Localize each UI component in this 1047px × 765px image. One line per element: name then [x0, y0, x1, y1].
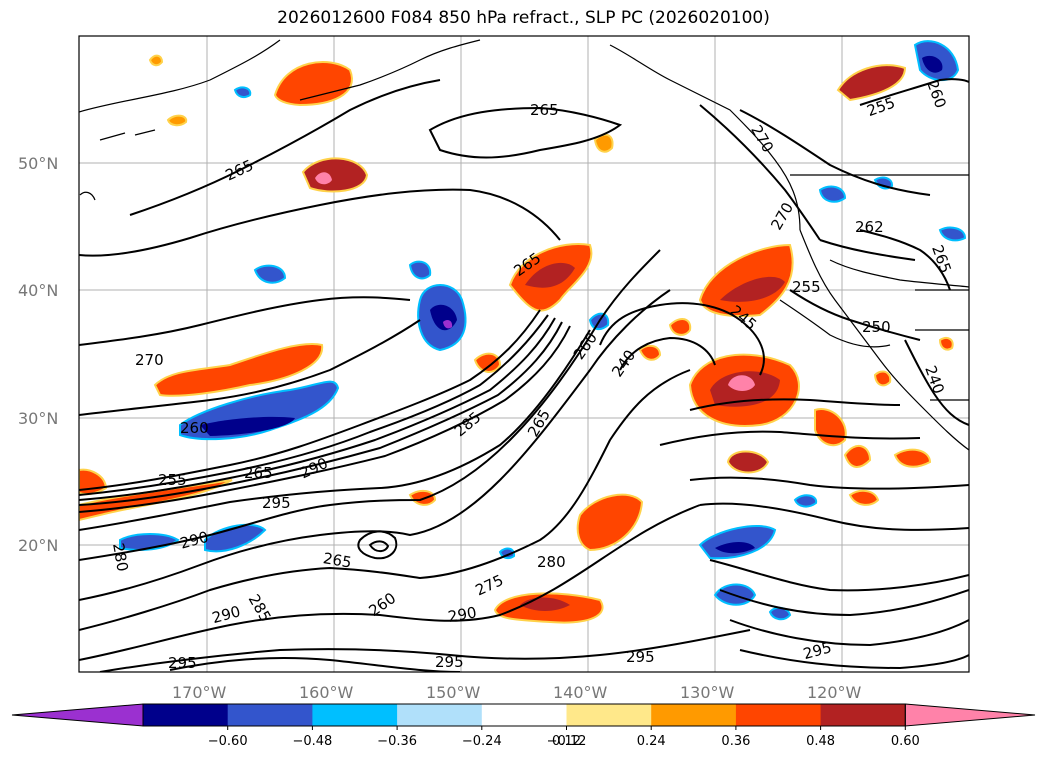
colorbar: −0.60 −0.48 −0.36 −0.24 −0.120.12 0.24 0.36 0.4…	[11, 703, 1036, 749]
isobars	[79, 78, 969, 672]
contour-label: 295	[262, 494, 291, 512]
lon-label-160w: 160°W	[299, 683, 354, 702]
lon-label-170w: 170°W	[172, 683, 227, 702]
refractivity-fill-negative	[119, 40, 967, 621]
contour-label: 280	[537, 553, 566, 571]
contour-label: 260	[180, 419, 209, 437]
colorbar-extend-min	[11, 703, 144, 727]
lon-label-140w: 140°W	[553, 683, 608, 702]
chart-title: 2026012600 F084 850 hPa refract., SLP PC…	[277, 8, 770, 28]
contour-label: 255	[792, 278, 821, 296]
contour-label: 265	[244, 464, 273, 482]
colorbar-segment	[397, 704, 483, 726]
lon-label-150w: 150°W	[426, 683, 481, 702]
colorbar-segment	[820, 704, 906, 726]
contour-label: 295	[435, 653, 464, 671]
contour-label: 262	[855, 218, 884, 236]
map-area	[79, 36, 969, 672]
colorbar-segment	[481, 704, 567, 726]
colorbar-segment	[735, 704, 822, 726]
colorbar-tick-label: 0.36	[721, 734, 750, 749]
lat-label-40n: 40°N	[18, 281, 58, 300]
colorbar-segment	[566, 704, 652, 726]
lon-label-120w: 120°W	[807, 683, 862, 702]
colorbar-tick-label: 0.24	[637, 734, 666, 749]
colorbar-tick-label: 0.60	[891, 734, 920, 749]
contour-label: 250	[862, 318, 891, 336]
contour-label: 295	[168, 654, 197, 672]
longitude-labels: 170°W 160°W 150°W 140°W 130°W 120°W	[172, 683, 862, 702]
contour-label: 290	[447, 603, 478, 626]
colorbar-tick-label: 0.12	[552, 734, 581, 749]
lat-label-50n: 50°N	[18, 154, 58, 173]
colorbar-tick-label: −0.36	[377, 734, 417, 749]
colorbar-tick-label: −0.12	[547, 734, 587, 749]
colorbar-tick-label: −0.60	[208, 734, 248, 749]
colorbar-extend-max	[904, 703, 1036, 727]
contour-label: 270	[135, 351, 164, 369]
contour-label: 265	[322, 549, 353, 572]
colorbar-segment	[227, 704, 313, 726]
lat-label-30n: 30°N	[18, 409, 58, 428]
map-frame	[78, 35, 970, 673]
contour-label: 265	[530, 101, 559, 119]
colorbar-segment	[143, 704, 229, 726]
colorbar-segment	[651, 704, 737, 726]
colorbar-segment	[312, 704, 398, 726]
colorbar-tick-label: −0.48	[292, 734, 332, 749]
latitude-labels: 50°N 40°N 30°N 20°N	[18, 154, 58, 555]
coastlines	[79, 39, 969, 451]
contour-label: 255	[158, 471, 187, 489]
colorbar-tick-label: −0.24	[462, 734, 502, 749]
refractivity-fill-positive	[79, 54, 954, 624]
lat-label-20n: 20°N	[18, 536, 58, 555]
contour-label: 295	[626, 648, 655, 666]
colorbar-frame	[142, 703, 906, 727]
colorbar-tick-label: 0.48	[806, 734, 835, 749]
contour-label: 280	[109, 542, 132, 573]
lon-label-130w: 130°W	[680, 683, 735, 702]
